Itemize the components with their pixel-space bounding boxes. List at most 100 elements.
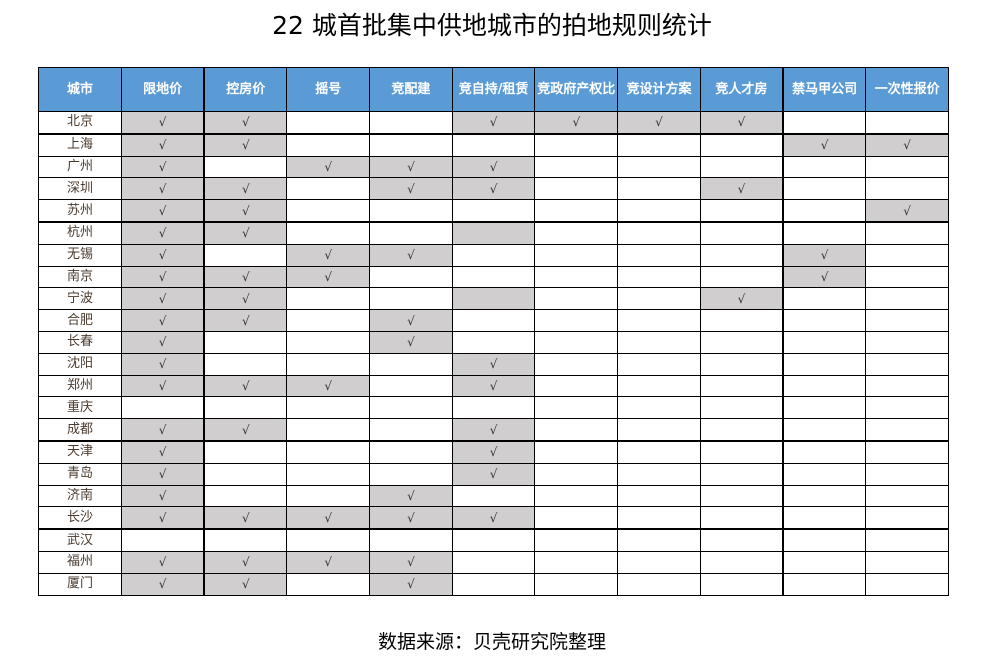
rule-cell [617, 221, 701, 245]
rule-cell [534, 484, 619, 508]
rule-cell: √ [203, 572, 288, 596]
rule-cell: √ [286, 506, 371, 531]
rule-cell: √ [451, 177, 536, 201]
rule-cell [617, 177, 701, 201]
rule-cell [617, 572, 701, 596]
rule-cell [699, 352, 784, 376]
rule-cell: √ [369, 550, 453, 574]
rule-cell [782, 572, 867, 596]
rule-cell [617, 330, 701, 354]
column-header: 竞自持/租赁 [451, 67, 536, 112]
rule-cell [203, 330, 288, 354]
rule-cell [865, 309, 949, 332]
table-row: 广州 √ √ √ √ [38, 155, 949, 179]
rule-cell [286, 110, 371, 135]
rule-cell: √ [782, 243, 867, 267]
table-row: 济南 √ √ [38, 484, 949, 508]
city-cell: 重庆 [38, 396, 122, 420]
rule-cell [534, 265, 619, 289]
rule-cell: √ [121, 462, 206, 486]
rule-cell [369, 133, 453, 157]
rule-cell: √ [369, 330, 453, 354]
rule-cell [451, 528, 536, 552]
rule-cell: √ [203, 199, 288, 223]
table-row: 青岛 √ √ [38, 462, 949, 486]
rule-cell: √ [451, 440, 536, 464]
rule-cell [865, 243, 949, 267]
city-cell: 杭州 [38, 221, 122, 245]
rule-cell [451, 572, 536, 596]
table-row: 宁波 √ √ √ [38, 287, 949, 311]
rule-cell [782, 221, 867, 245]
rule-cell [617, 550, 701, 574]
rule-cell [369, 110, 453, 135]
rule-cell [699, 418, 784, 442]
rule-cell [617, 418, 701, 442]
rule-cell [782, 155, 867, 179]
column-header: 限地价 [121, 67, 206, 112]
table-row: 苏州 √ √ √ [38, 199, 949, 223]
rule-cell: √ [121, 352, 206, 376]
rule-cell [617, 309, 701, 332]
rule-cell: √ [451, 506, 536, 531]
column-header: 控房价 [203, 67, 288, 112]
rule-cell [699, 572, 784, 596]
rule-cell [782, 374, 867, 398]
rule-cell [699, 309, 784, 332]
rule-cell [782, 330, 867, 354]
table-row: 深圳 √ √ √ √ √ [38, 177, 949, 201]
rule-cell [865, 440, 949, 464]
city-cell: 济南 [38, 484, 122, 508]
rule-cell [534, 352, 619, 376]
rule-cell: √ [203, 550, 288, 574]
table-row: 福州 √ √ √ √ [38, 550, 949, 574]
rule-cell [286, 440, 371, 464]
column-header: 竞配建 [369, 67, 453, 112]
rule-cell [286, 418, 371, 442]
rule-cell [451, 265, 536, 289]
city-cell: 合肥 [38, 309, 122, 332]
rule-cell [782, 309, 867, 332]
city-cell: 北京 [38, 110, 122, 135]
rule-cell: √ [451, 418, 536, 442]
column-header: 城市 [38, 67, 122, 112]
rule-cell [286, 330, 371, 354]
rule-cell: √ [369, 506, 453, 531]
rule-cell: √ [121, 550, 206, 574]
rule-cell [534, 199, 619, 223]
rule-cell [451, 287, 536, 311]
rule-cell [203, 396, 288, 420]
rule-cell [451, 309, 536, 332]
land-auction-rules-table: 城市 限地价 控房价 摇号 竞配建 竞自持/租赁 竞政府产权比 竞设计方案 竞人才房 禁马甲公司一… [38, 67, 949, 596]
rule-cell [369, 221, 453, 245]
rule-cell: √ [203, 287, 288, 311]
rule-cell [782, 528, 867, 552]
city-cell: 广州 [38, 155, 122, 179]
rule-cell: √ [699, 177, 784, 201]
rule-cell [699, 484, 784, 508]
rule-cell [699, 265, 784, 289]
rule-cell: √ [451, 462, 536, 486]
rule-cell [369, 374, 453, 398]
rule-cell [203, 440, 288, 464]
city-cell: 深圳 [38, 177, 122, 201]
rule-cell [782, 287, 867, 311]
city-cell: 长春 [38, 330, 122, 354]
rule-cell: √ [203, 221, 288, 245]
rule-cell [617, 133, 701, 157]
table-row: 厦门 √ √ √ [38, 572, 949, 596]
rule-cell [865, 550, 949, 574]
rule-cell: √ [699, 110, 784, 135]
rule-cell [451, 243, 536, 267]
rule-cell [699, 221, 784, 245]
rule-cell [203, 528, 288, 552]
rule-cell [534, 221, 619, 245]
rule-cell [369, 396, 453, 420]
rule-cell [699, 374, 784, 398]
rule-cell [121, 528, 206, 552]
rule-cell [699, 155, 784, 179]
city-cell: 成都 [38, 418, 122, 442]
rule-cell [865, 352, 949, 376]
rule-cell [617, 199, 701, 223]
table-row: 沈阳 √ √ [38, 352, 949, 376]
